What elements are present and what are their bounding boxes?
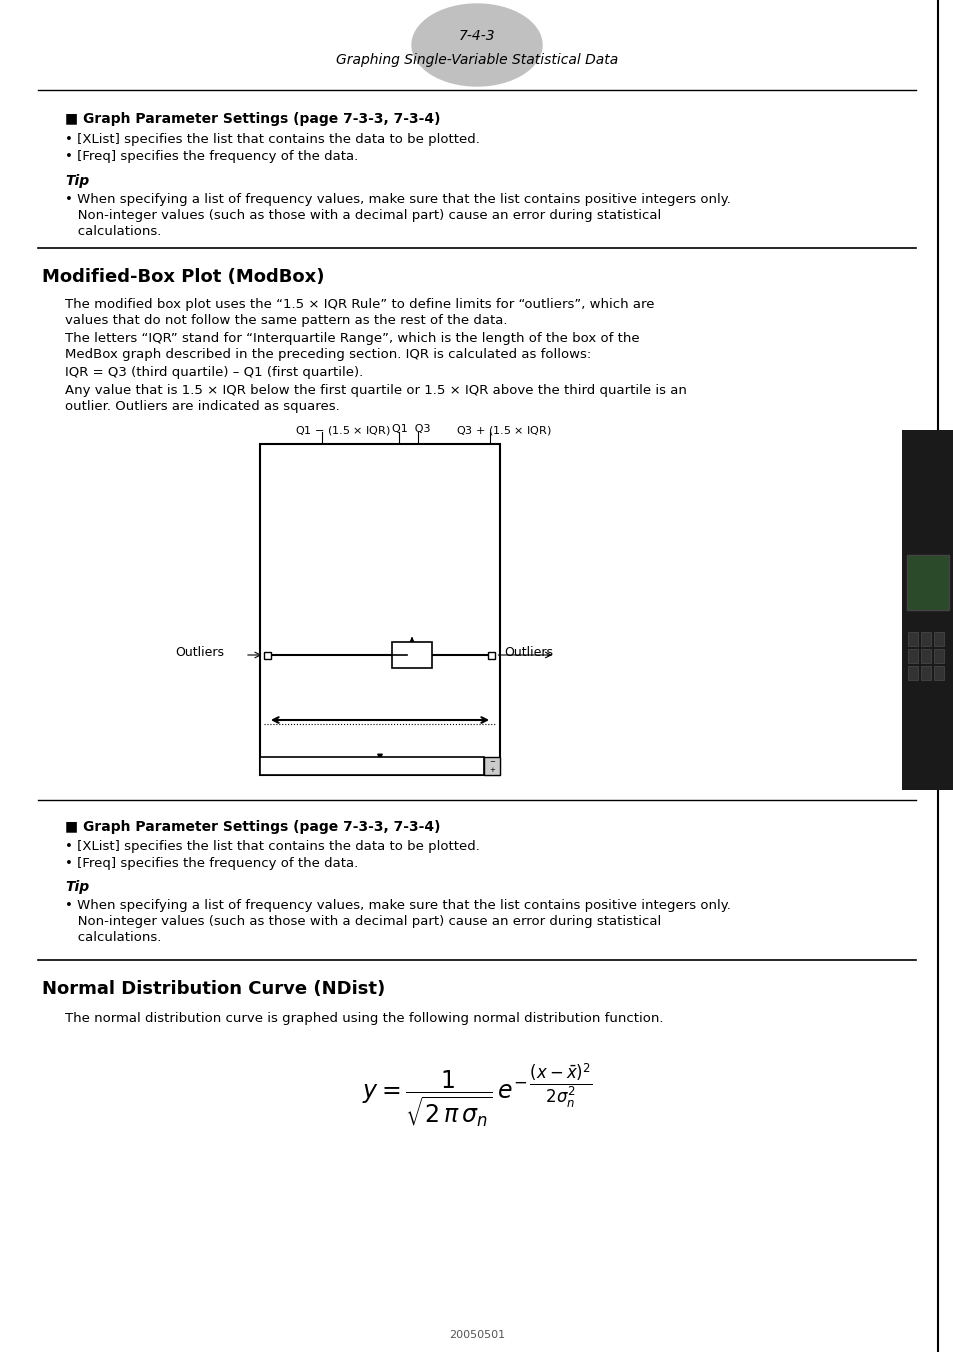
Text: • [Freq] specifies the frequency of the data.: • [Freq] specifies the frequency of the …: [65, 150, 358, 164]
Bar: [907, 649, 917, 662]
Text: Modified-Box Plot (ModBox): Modified-Box Plot (ModBox): [42, 268, 324, 287]
Text: Q3 + (1.5 $\times$ IQR): Q3 + (1.5 $\times$ IQR): [456, 425, 551, 437]
Bar: [483, 757, 499, 775]
Text: IQR = Q3 (third quartile) – Q1 (first quartile).: IQR = Q3 (third quartile) – Q1 (first qu…: [65, 366, 363, 379]
Text: Tip: Tip: [65, 880, 89, 894]
Text: Q1 $-$ (1.5 $\times$ IQR): Q1 $-$ (1.5 $\times$ IQR): [294, 425, 391, 437]
Text: Graphing Single-Variable Statistical Data: Graphing Single-Variable Statistical Dat…: [335, 53, 618, 68]
Bar: [260, 443, 499, 775]
Bar: [920, 631, 930, 646]
Bar: [901, 430, 953, 790]
Text: ■ Graph Parameter Settings (page 7-3-3, 7-3-4): ■ Graph Parameter Settings (page 7-3-3, …: [65, 821, 440, 834]
Bar: [488, 652, 495, 658]
Text: Outliers: Outliers: [503, 645, 553, 658]
Text: calculations.: calculations.: [65, 224, 161, 238]
Text: Normal Distribution Curve (NDist): Normal Distribution Curve (NDist): [42, 980, 385, 998]
Bar: [392, 642, 432, 668]
Text: • [Freq] specifies the frequency of the data.: • [Freq] specifies the frequency of the …: [65, 857, 358, 869]
Text: The modified box plot uses the “1.5 × IQR Rule” to define limits for “outliers”,: The modified box plot uses the “1.5 × IQ…: [65, 297, 654, 311]
Text: calculations.: calculations.: [65, 932, 161, 944]
Bar: [920, 667, 930, 680]
Bar: [933, 667, 943, 680]
Text: +: +: [489, 767, 495, 773]
Text: ■ Graph Parameter Settings (page 7-3-3, 7-3-4): ■ Graph Parameter Settings (page 7-3-3, …: [65, 112, 440, 126]
Text: The normal distribution curve is graphed using the following normal distribution: The normal distribution curve is graphed…: [65, 1013, 662, 1025]
Bar: [260, 757, 483, 775]
Bar: [920, 649, 930, 662]
Text: • [XList] specifies the list that contains the data to be plotted.: • [XList] specifies the list that contai…: [65, 840, 479, 853]
Bar: [933, 649, 943, 662]
Text: • When specifying a list of frequency values, make sure that the list contains p: • When specifying a list of frequency va…: [65, 193, 730, 206]
Bar: [264, 652, 272, 658]
Bar: [933, 631, 943, 646]
Text: Q1  Q3: Q1 Q3: [392, 425, 430, 434]
Text: 20050501: 20050501: [449, 1330, 504, 1340]
Text: • When specifying a list of frequency values, make sure that the list contains p: • When specifying a list of frequency va…: [65, 899, 730, 913]
Text: Non-integer values (such as those with a decimal part) cause an error during sta: Non-integer values (such as those with a…: [65, 915, 660, 927]
Text: outlier. Outliers are indicated as squares.: outlier. Outliers are indicated as squar…: [65, 400, 339, 412]
Text: Any value that is 1.5 × IQR below the first quartile or 1.5 × IQR above the thir: Any value that is 1.5 × IQR below the fi…: [65, 384, 686, 397]
Text: −: −: [489, 758, 495, 765]
Text: Tip: Tip: [65, 174, 89, 188]
Text: • [XList] specifies the list that contains the data to be plotted.: • [XList] specifies the list that contai…: [65, 132, 479, 146]
Text: Outliers: Outliers: [174, 645, 224, 658]
Text: MedBox graph described in the preceding section. IQR is calculated as follows:: MedBox graph described in the preceding …: [65, 347, 591, 361]
Text: The letters “IQR” stand for “Interquartile Range”, which is the length of the bo: The letters “IQR” stand for “Interquarti…: [65, 333, 639, 345]
Text: values that do not follow the same pattern as the rest of the data.: values that do not follow the same patte…: [65, 314, 507, 327]
Ellipse shape: [412, 4, 541, 87]
Text: 7-4-3: 7-4-3: [458, 28, 495, 43]
Bar: [907, 631, 917, 646]
Bar: [907, 667, 917, 680]
Text: $y = \dfrac{1}{\sqrt{2\,\pi\,\sigma_n}}\, e^{-\,\dfrac{(x-\bar{x})^2}{2\sigma_n^: $y = \dfrac{1}{\sqrt{2\,\pi\,\sigma_n}}\…: [361, 1061, 592, 1129]
Bar: [906, 556, 948, 610]
Text: Non-integer values (such as those with a decimal part) cause an error during sta: Non-integer values (such as those with a…: [65, 210, 660, 222]
